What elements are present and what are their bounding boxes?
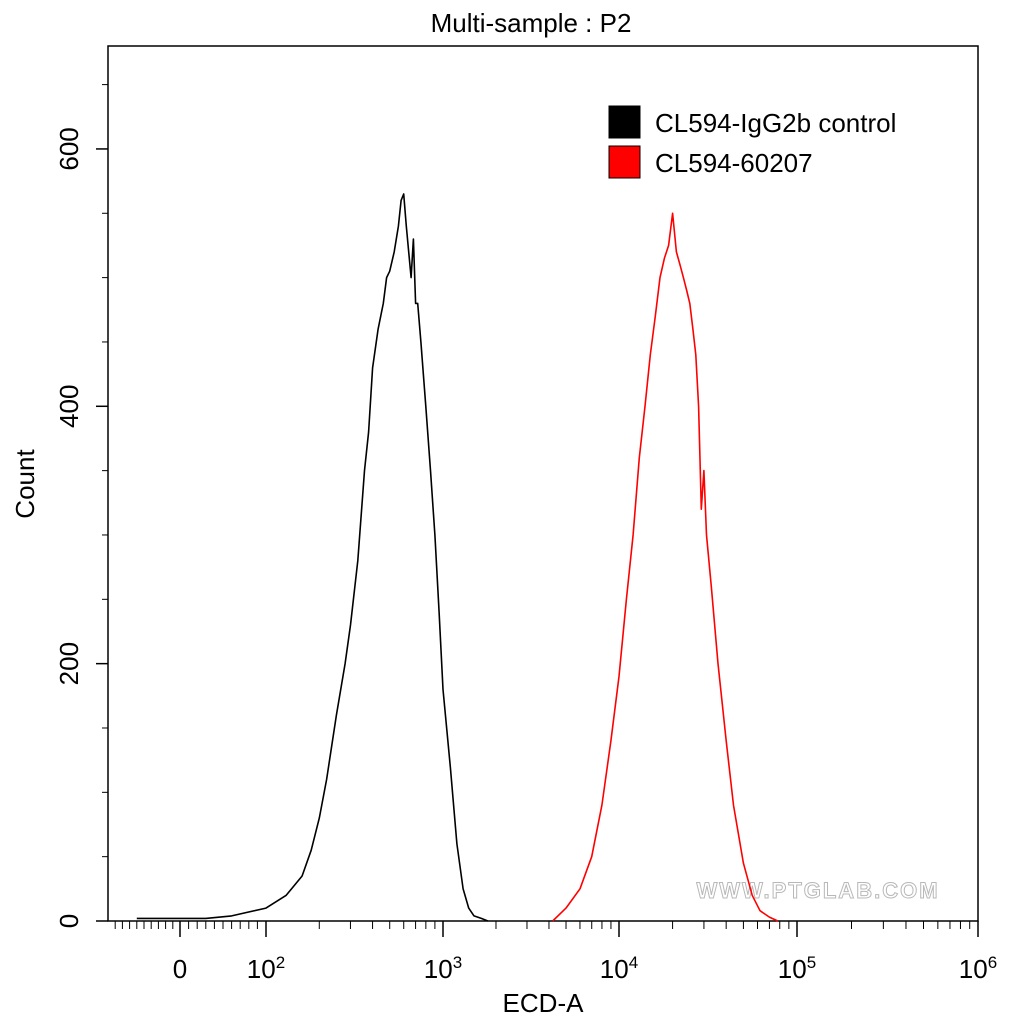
x-tick-label-3: 104 bbox=[600, 953, 638, 984]
plot-frame bbox=[107, 45, 979, 922]
x-axis: 0 102 103 104 105 106 bbox=[114, 921, 997, 984]
series-line-2 bbox=[552, 212, 779, 922]
legend-swatch-2 bbox=[608, 145, 641, 179]
watermark: WWW.PTGLAB.COM bbox=[696, 878, 939, 903]
y-tick-label-0: 0 bbox=[54, 914, 84, 928]
series-line-1 bbox=[136, 193, 489, 922]
legend-label-1: CL594-IgG2b control bbox=[655, 108, 896, 138]
series-layer bbox=[136, 193, 779, 922]
x-tick-label-0: 0 bbox=[173, 954, 187, 984]
x-tick-label-1: 102 bbox=[247, 953, 285, 984]
y-axis-label: Count bbox=[10, 449, 40, 519]
chart-title: Multi-sample : P2 bbox=[431, 8, 632, 38]
y-tick-label-2: 400 bbox=[54, 385, 84, 428]
x-tick-label-5: 106 bbox=[959, 953, 997, 984]
legend: CL594-IgG2b control CL594-60207 bbox=[608, 105, 896, 179]
x-tick-label-2: 103 bbox=[424, 953, 462, 984]
legend-label-2: CL594-60207 bbox=[655, 148, 813, 178]
y-tick-label-1: 200 bbox=[54, 642, 84, 685]
y-axis: 0 200 400 600 bbox=[54, 84, 108, 928]
legend-swatch-1 bbox=[608, 105, 641, 139]
y-tick-label-3: 600 bbox=[54, 127, 84, 170]
x-axis-label: ECD-A bbox=[503, 988, 585, 1018]
x-tick-label-4: 105 bbox=[778, 953, 816, 984]
